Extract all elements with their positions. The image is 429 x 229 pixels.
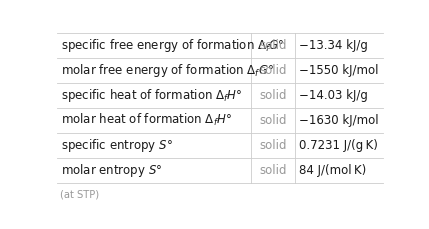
Text: solid: solid	[259, 64, 287, 77]
Text: solid: solid	[259, 114, 287, 127]
Text: specific free energy of formation $\Delta_f G°$: specific free energy of formation $\Delt…	[61, 37, 285, 54]
Text: solid: solid	[259, 89, 287, 102]
Text: molar free energy of formation $\Delta_f G°$: molar free energy of formation $\Delta_f…	[61, 62, 275, 79]
Text: specific heat of formation $\Delta_f H°$: specific heat of formation $\Delta_f H°$	[61, 87, 243, 104]
Text: −13.34 kJ/g: −13.34 kJ/g	[299, 39, 368, 52]
Text: solid: solid	[259, 39, 287, 52]
Text: −1630 kJ/mol: −1630 kJ/mol	[299, 114, 379, 127]
Text: 0.7231 J/(g K): 0.7231 J/(g K)	[299, 139, 378, 152]
Text: 84 J/(mol K): 84 J/(mol K)	[299, 164, 366, 177]
Text: solid: solid	[259, 164, 287, 177]
Text: specific entropy $S°$: specific entropy $S°$	[61, 137, 173, 154]
Text: solid: solid	[259, 139, 287, 152]
Text: −14.03 kJ/g: −14.03 kJ/g	[299, 89, 368, 102]
Text: −1550 kJ/mol: −1550 kJ/mol	[299, 64, 379, 77]
Text: molar heat of formation $\Delta_f H°$: molar heat of formation $\Delta_f H°$	[61, 112, 232, 128]
Text: molar entropy $S°$: molar entropy $S°$	[61, 162, 163, 179]
Text: (at STP): (at STP)	[60, 190, 100, 200]
